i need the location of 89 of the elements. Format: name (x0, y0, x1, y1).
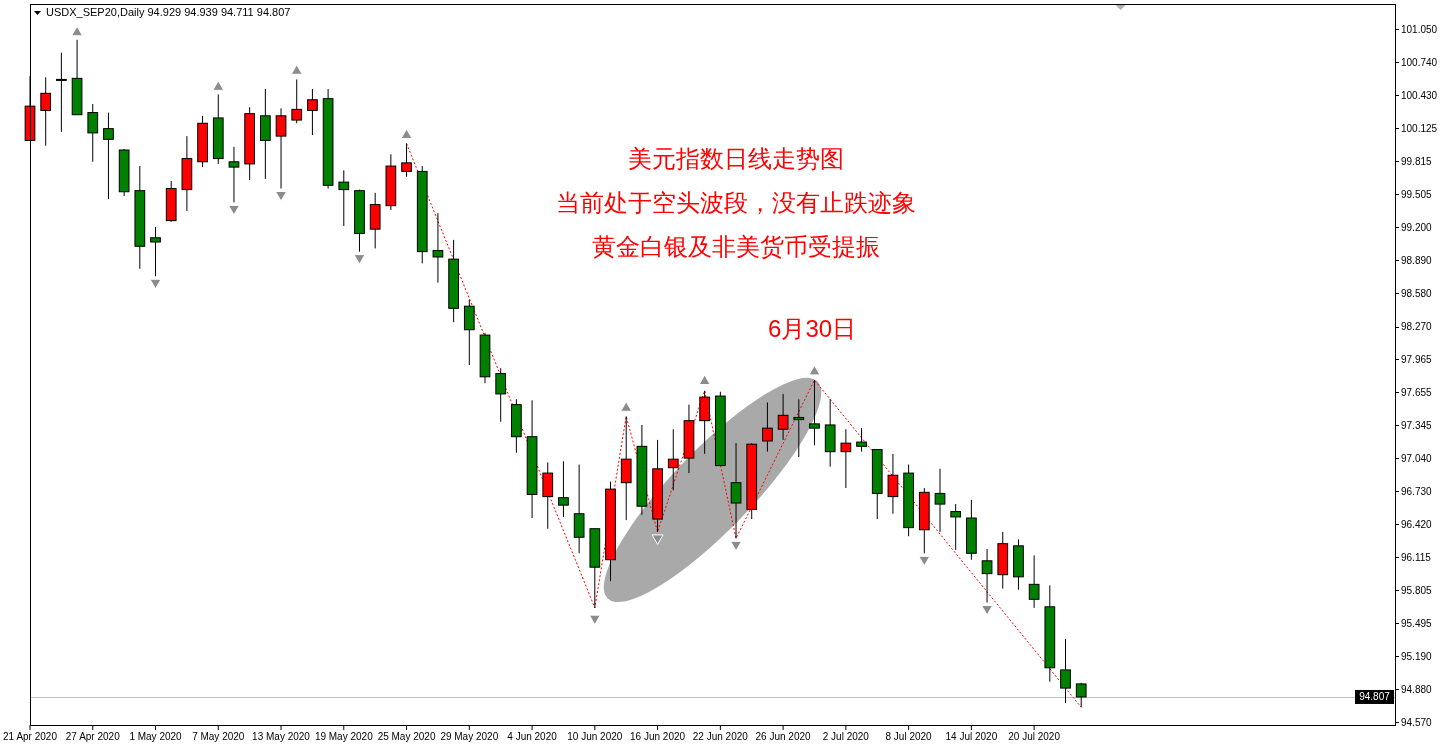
x-tick-label: 1 May 2020 (129, 731, 183, 742)
line-series (406, 143, 1082, 708)
y-tick-label: 97.040 (1401, 452, 1433, 464)
point (730, 540, 743, 552)
point (149, 278, 162, 290)
candlestick (495, 367, 507, 423)
candlestick (1075, 682, 1087, 708)
y-tick-label: 101.050 (1401, 23, 1438, 35)
candlestick (542, 461, 554, 530)
candlestick (463, 299, 475, 366)
candlestick (699, 390, 711, 455)
x-tick-label: 10 Jun 2020 (567, 731, 623, 742)
candlestick (620, 415, 632, 521)
y-tick-label: 99.505 (1401, 188, 1433, 200)
y-tick-label: 100.125 (1401, 122, 1438, 134)
y-tick-label: 97.655 (1401, 386, 1433, 398)
y-tick-label: 96.730 (1401, 485, 1433, 497)
x-tick-label: 4 Jun 2020 (507, 731, 558, 742)
candlestick (730, 442, 742, 539)
point (620, 401, 633, 412)
annotation: 美元指数日线走势图 (627, 144, 844, 172)
candlestick (103, 112, 114, 200)
y-tick-label: 99.200 (1401, 221, 1433, 233)
x-tick-label: 25 May 2020 (377, 731, 436, 742)
candlestick (573, 464, 585, 554)
point (212, 80, 225, 91)
point (227, 204, 240, 216)
candlestick (856, 427, 867, 453)
candlestick (275, 107, 287, 190)
candlestick (1028, 554, 1040, 609)
x-tick-label: 13 May 2020 (252, 731, 311, 742)
point (651, 534, 664, 545)
candlestick (432, 212, 444, 284)
point (290, 64, 303, 75)
candlestick (1060, 638, 1071, 704)
candlestick (934, 468, 946, 533)
y-tick-label: 94.880 (1401, 683, 1433, 695)
candlestick (793, 398, 805, 458)
candlestick (840, 428, 852, 489)
candlestick (56, 52, 67, 133)
point (275, 191, 288, 202)
x-tick-label: 29 May 2020 (440, 731, 499, 742)
ref-line-label: 94.807 (1359, 691, 1391, 703)
candlestick (667, 428, 679, 491)
candlestick (228, 146, 240, 203)
annotation: 当前处于空头波段，没有止跌迹象 (555, 188, 916, 216)
candlestick (981, 548, 993, 604)
y-tick-label: 98.580 (1401, 287, 1433, 299)
y-tick-label: 100.740 (1401, 56, 1438, 68)
candlestick (558, 460, 569, 518)
candlestick (87, 103, 99, 163)
x-tick-label: 19 May 2020 (314, 731, 374, 742)
annotation: 黄金白银及非美货币受提振 (591, 232, 880, 260)
y-tick-label: 95.190 (1401, 650, 1433, 662)
y-tick-label: 95.495 (1401, 617, 1433, 629)
y-tick-label: 96.115 (1401, 551, 1432, 563)
x-tick-label: 8 Jul 2020 (885, 731, 933, 742)
x-tick-label: 7 May 2020 (192, 731, 245, 742)
candlestick (762, 401, 773, 453)
y-tick-label: 96.420 (1401, 518, 1433, 530)
x-tick-label: 2 Jul 2020 (822, 731, 870, 742)
y-tick-label: 94.570 (1401, 716, 1433, 728)
point (981, 605, 994, 616)
y-tick-label: 98.270 (1401, 321, 1433, 333)
candlestick (291, 78, 303, 124)
candlestick (777, 393, 789, 441)
y-tick-label: 100.430 (1401, 89, 1438, 101)
point (918, 555, 931, 567)
x-tick-label: 27 Apr 2020 (65, 731, 121, 742)
annotation: 6月30日 (768, 315, 857, 343)
candlestick (40, 76, 52, 147)
x-tick-label: 16 Jun 2020 (630, 731, 686, 742)
y-tick-label: 98.890 (1401, 254, 1433, 266)
x-tick-label: 26 Jun 2020 (755, 731, 812, 742)
candlestick (887, 453, 899, 515)
candlestick (150, 226, 161, 277)
candlestick (809, 379, 820, 446)
x-tick-label: 22 Jun 2020 (692, 731, 749, 742)
y-tick-label: 97.345 (1401, 419, 1433, 431)
y-tick-label: 97.965 (1401, 353, 1433, 365)
x-tick-label: 20 Jul 2020 (1008, 731, 1061, 742)
x-tick-label: 14 Jul 2020 (945, 731, 998, 742)
x-tick-label: 21 Apr 2020 (3, 731, 58, 742)
candlestick (338, 169, 350, 227)
chart-title: USDX_SEP20,Daily 94.929 94.939 94.711 94.807 (46, 6, 291, 18)
y-tick-label: 95.805 (1401, 584, 1433, 596)
y-tick-label: 99.815 (1401, 155, 1433, 167)
candlestick (950, 503, 962, 551)
candlestick (307, 88, 318, 136)
